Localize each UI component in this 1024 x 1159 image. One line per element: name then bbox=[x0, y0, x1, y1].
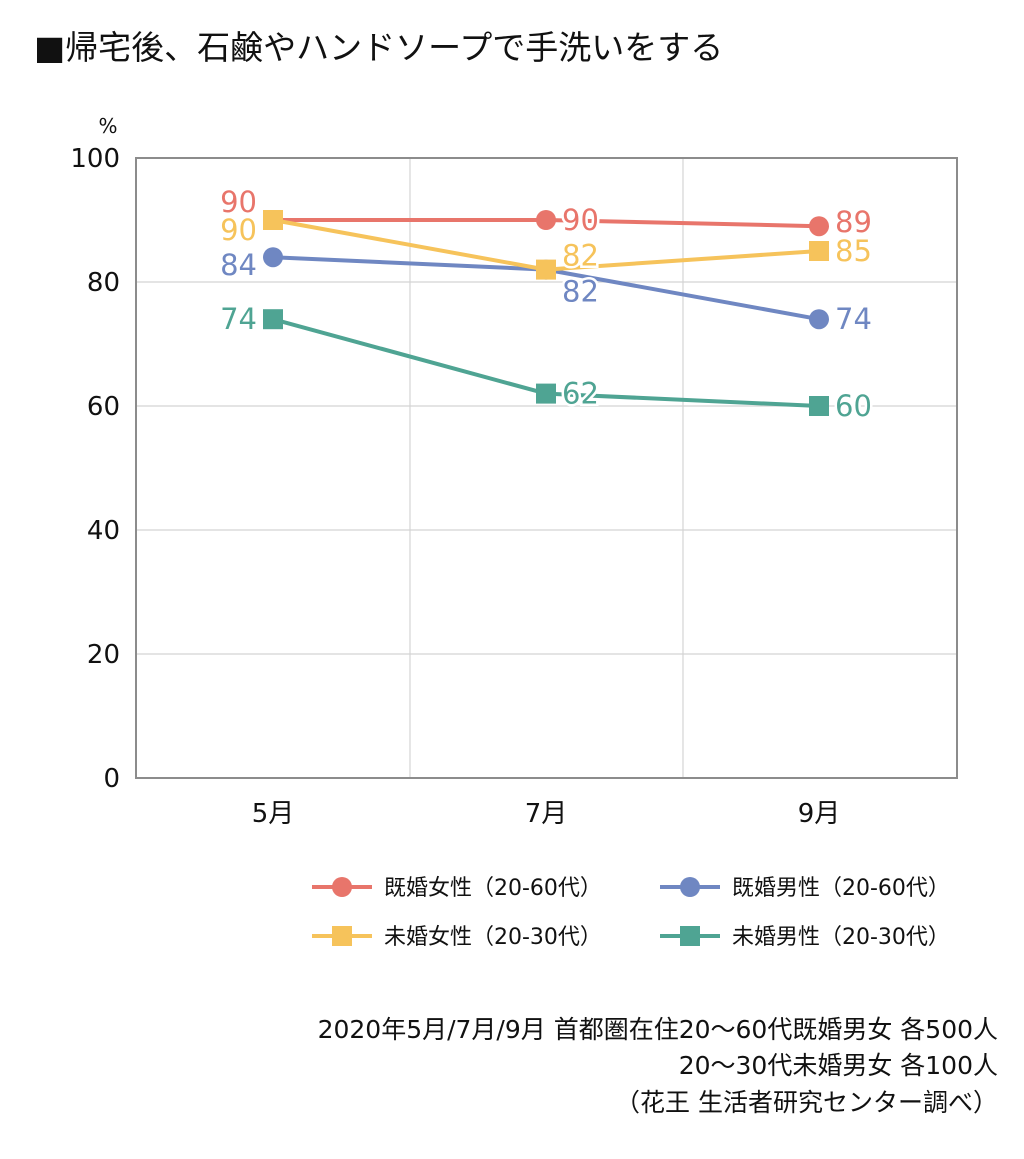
data-label: 85 bbox=[835, 234, 872, 268]
x-axis: 5月 7月 9月 bbox=[252, 799, 841, 829]
data-label: 60 bbox=[835, 389, 872, 423]
x-tick-label: 7月 bbox=[525, 799, 568, 829]
data-point bbox=[263, 210, 283, 230]
data-label: 82 bbox=[562, 239, 599, 273]
legend-marker bbox=[680, 926, 700, 946]
y-tick-label: 20 bbox=[87, 640, 120, 670]
y-axis-unit: % bbox=[98, 114, 117, 138]
data-point bbox=[809, 396, 829, 416]
data-label: 90 bbox=[220, 213, 257, 247]
y-tick-label: 0 bbox=[103, 764, 120, 794]
data-label: 89 bbox=[835, 205, 872, 239]
data-label: 74 bbox=[835, 302, 872, 336]
series-lines bbox=[272, 218, 820, 408]
data-point bbox=[536, 383, 556, 404]
y-axis: 0 20 40 60 80 100% bbox=[70, 114, 120, 794]
data-label: 90 bbox=[220, 185, 257, 219]
data-label: 62 bbox=[562, 377, 599, 411]
legend-marker bbox=[680, 877, 700, 897]
legend-label: 既婚男性（20-60代） bbox=[732, 876, 950, 901]
y-tick-label: 40 bbox=[87, 516, 120, 546]
legend-label: 既婚女性（20-60代） bbox=[384, 876, 602, 901]
series-markers bbox=[263, 210, 829, 416]
legend-marker bbox=[332, 926, 352, 946]
x-tick-label: 5月 bbox=[252, 799, 295, 829]
y-tick-label: 80 bbox=[87, 268, 120, 298]
data-point bbox=[263, 247, 283, 268]
legend: 既婚女性（20-60代） 既婚男性（20-60代） 未婚女性（20-30代） 未婚男性… bbox=[312, 876, 950, 950]
grid-lines bbox=[136, 158, 957, 778]
data-label: 82 bbox=[562, 275, 599, 309]
y-tick-label: 100 bbox=[70, 144, 120, 174]
legend-marker bbox=[332, 877, 352, 897]
data-label: 84 bbox=[220, 248, 257, 282]
data-point bbox=[536, 259, 556, 280]
legend-label: 未婚女性（20-30代） bbox=[384, 925, 602, 950]
data-label: 90 bbox=[562, 203, 599, 237]
source-note: 2020年5月/7月/9月 首都圏在住20〜60代既婚男女 各500人 20〜3… bbox=[318, 1012, 998, 1121]
source-line-2: 20〜30代未婚男女 各100人 bbox=[678, 1051, 998, 1081]
y-tick-label: 60 bbox=[87, 392, 120, 422]
data-label: 74 bbox=[220, 302, 257, 336]
data-point bbox=[536, 210, 556, 230]
legend-label: 未婚男性（20-30代） bbox=[732, 925, 950, 950]
source-line-1: 2020年5月/7月/9月 首都圏在住20〜60代既婚男女 各500人 bbox=[317, 1015, 998, 1044]
data-point bbox=[809, 309, 829, 330]
data-point bbox=[809, 241, 829, 261]
source-line-3: （花王 生活者研究センター調べ） bbox=[615, 1087, 998, 1117]
x-tick-label: 9月 bbox=[798, 799, 841, 829]
data-point bbox=[263, 309, 283, 330]
data-point bbox=[809, 216, 829, 237]
chart-title: ■帰宅後、石鹸やハンドソープで手洗いをする bbox=[34, 28, 724, 67]
plot-frame bbox=[135, 157, 958, 779]
